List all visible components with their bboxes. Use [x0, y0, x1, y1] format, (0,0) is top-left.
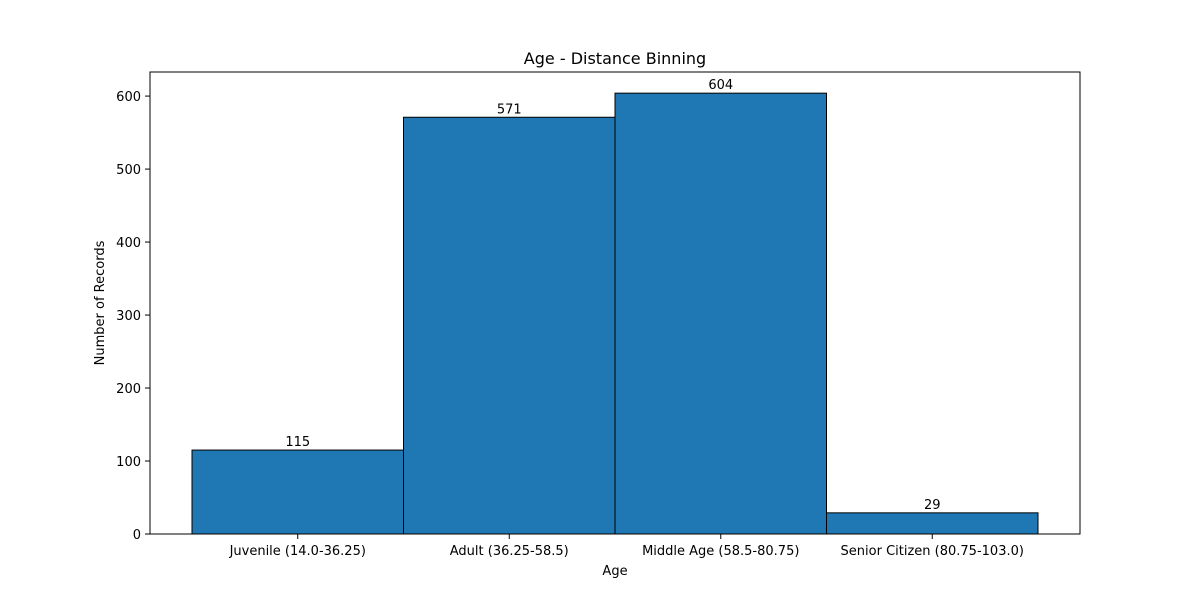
data-labels-layer: 115 571 604 29: [285, 78, 940, 513]
data-label: 571: [497, 102, 522, 117]
plot-frame: [149, 71, 1081, 535]
y-tick-label: 0: [133, 528, 141, 543]
bars-layer: [191, 92, 1039, 535]
x-tick-label: Juvenile (14.0-36.25): [229, 544, 366, 559]
x-axis: Juvenile (14.0-36.25) Adult (36.25-58.5) M…: [229, 534, 1024, 559]
data-label: 29: [924, 498, 941, 513]
y-tick-label: 600: [116, 90, 141, 105]
bar: [403, 116, 616, 535]
data-label: 604: [708, 78, 733, 93]
bar: [191, 449, 404, 535]
x-tick-label: Adult (36.25-58.5): [450, 544, 569, 559]
bar: [614, 92, 827, 535]
y-tick-label: 200: [116, 382, 141, 397]
y-tick-label: 500: [116, 163, 141, 178]
x-tick-label: Middle Age (58.5-80.75): [642, 544, 799, 559]
y-axis: 0 100 200 300 400 500 600: [116, 90, 150, 543]
y-tick-label: 400: [116, 236, 141, 251]
y-tick-label: 100: [116, 455, 141, 470]
x-tick-label: Senior Citizen (80.75-103.0): [841, 544, 1024, 559]
chart-title: Age - Distance Binning: [524, 49, 706, 68]
y-tick-label: 300: [116, 309, 141, 324]
data-label: 115: [285, 435, 310, 450]
bar: [826, 512, 1039, 535]
y-axis-label: Number of Records: [93, 240, 108, 365]
x-axis-label: Age: [602, 564, 627, 579]
